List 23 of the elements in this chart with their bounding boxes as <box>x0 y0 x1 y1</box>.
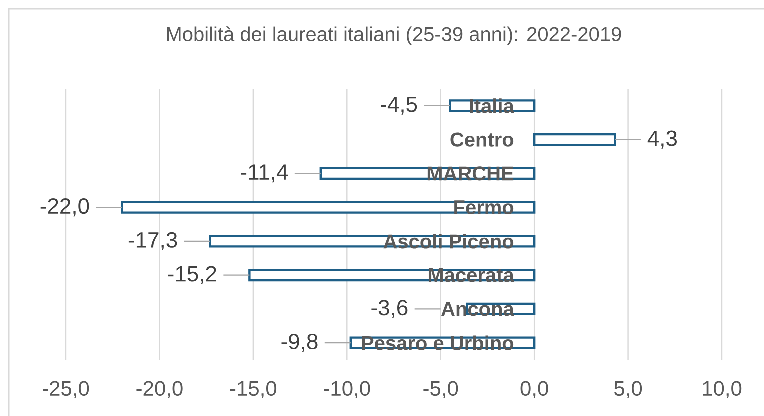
x-tick-label: 5,0 <box>614 381 642 399</box>
data-label: -11,4 <box>241 164 288 183</box>
x-tick-label: 10,0 <box>703 381 742 399</box>
y-tick-label: MARCHE <box>428 166 514 181</box>
y-tick-label: Italia <box>470 98 514 114</box>
y-tick-label: Macerata <box>428 268 514 282</box>
x-tick-label: 0,0 <box>520 381 548 399</box>
y-tick-label: Centro <box>450 132 514 147</box>
y-tick-label: Ascoli Piceno <box>384 234 514 249</box>
x-tick-label: -5,0 <box>424 381 458 399</box>
data-label: -3,6 <box>372 300 408 318</box>
x-tick-label: -10,0 <box>324 381 370 399</box>
data-label: -22,0 <box>40 198 90 217</box>
x-tick-label: -25,0 <box>42 381 90 399</box>
y-tick-label: Fermo <box>454 200 514 215</box>
data-label: -9,8 <box>282 334 318 352</box>
data-label: -17,3 <box>128 232 178 251</box>
x-tick-label: -20,0 <box>136 381 183 399</box>
x-tick-label: -15,0 <box>230 381 277 399</box>
data-label: 4,3 <box>648 130 677 149</box>
chart-title: Mobilità dei laureati italiani (25-39 anni): 2022-2019 <box>167 26 622 46</box>
data-label: -4,5 <box>381 96 418 115</box>
data-label: -15,2 <box>168 266 216 284</box>
